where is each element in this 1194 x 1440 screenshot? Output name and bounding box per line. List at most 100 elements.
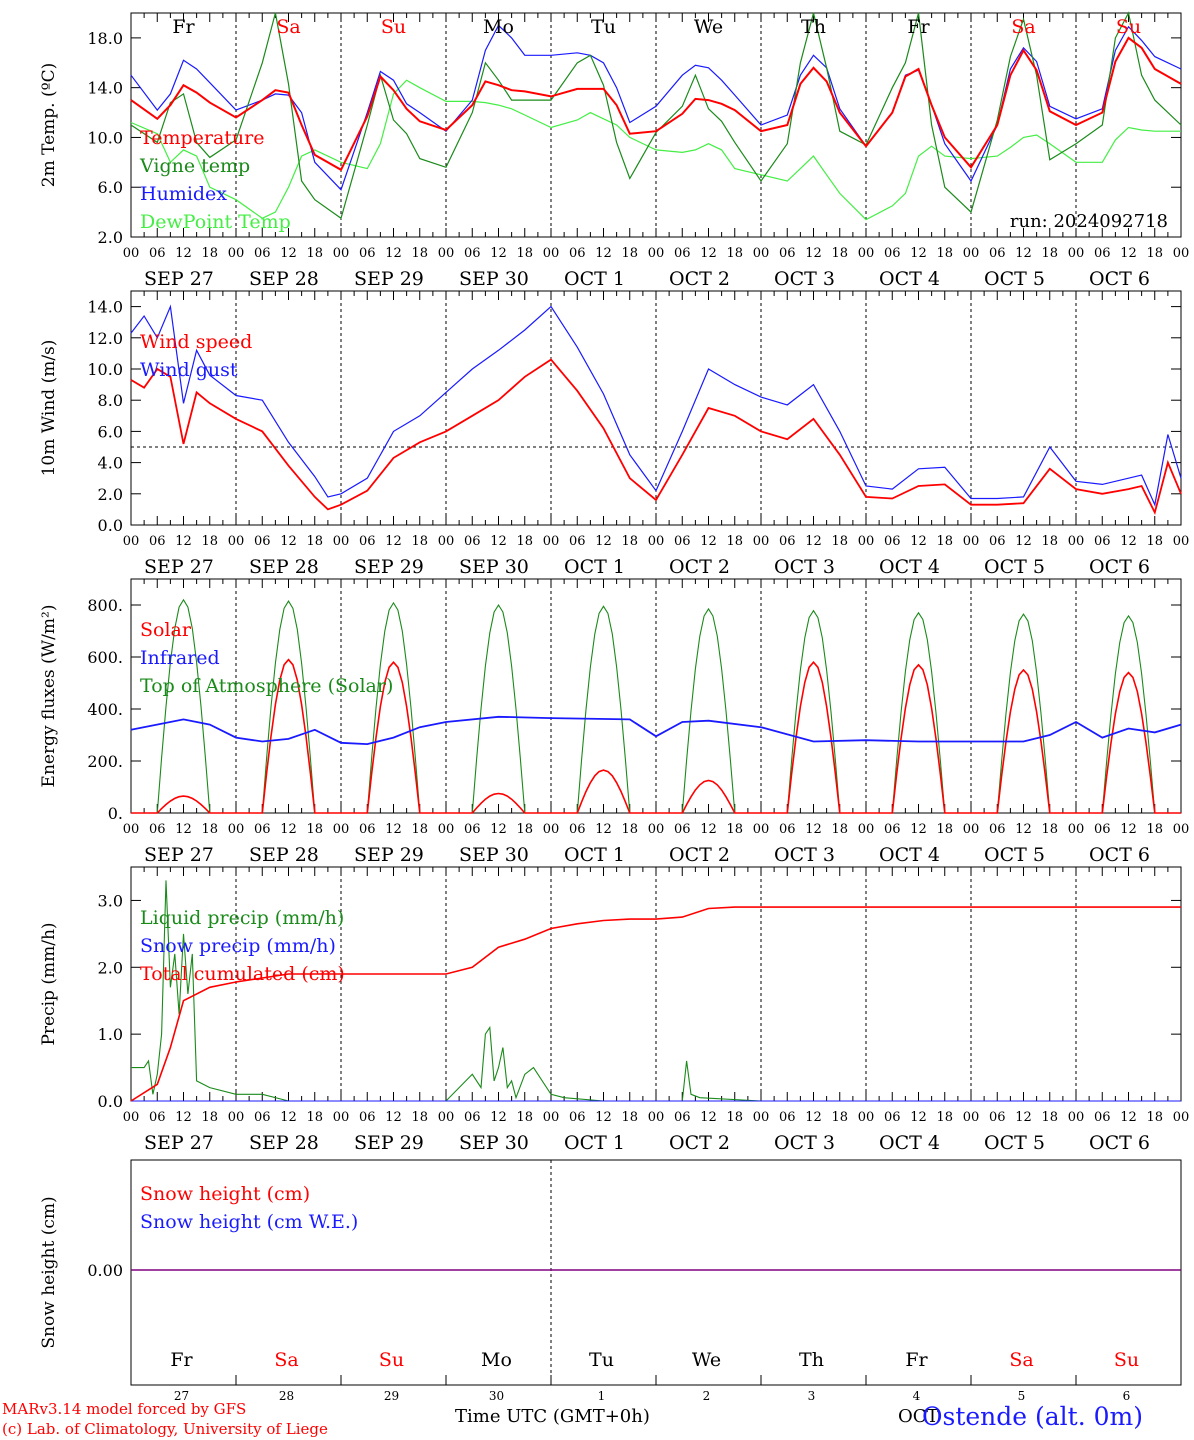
date-tick-label: SEP 27 xyxy=(144,1132,214,1154)
hour-tick-label: 00 xyxy=(648,534,665,549)
hour-tick-label: 00 xyxy=(333,1110,350,1125)
hour-tick-label: 18 xyxy=(621,534,638,549)
hour-tick-label: 06 xyxy=(254,1110,271,1125)
day-number-label: 2 xyxy=(703,1389,711,1403)
hour-tick-label: 12 xyxy=(385,1110,402,1125)
wind-y-axis-label: 10m Wind (m/s) xyxy=(39,340,59,477)
hour-tick-label: 18 xyxy=(831,1110,848,1125)
hour-tick-label: 12 xyxy=(280,534,297,549)
hour-tick-label: 00 xyxy=(228,822,245,837)
hour-tick-label: 06 xyxy=(989,822,1006,837)
legend-wind-gust: Wind gust xyxy=(140,359,238,381)
hour-tick-label: 18 xyxy=(831,534,848,549)
hour-tick-label: 00 xyxy=(1173,246,1190,261)
model-credit: MARv3.14 model forced by GFS xyxy=(2,1400,247,1418)
hour-tick-label: 06 xyxy=(254,822,271,837)
day-label: Th xyxy=(799,1349,824,1371)
day-label: Mo xyxy=(481,1349,512,1371)
date-tick-label: OCT 1 xyxy=(564,556,625,578)
hour-tick-label: 18 xyxy=(621,1110,638,1125)
day-label: Fr xyxy=(907,16,930,38)
date-tick-label: OCT 4 xyxy=(879,1132,940,1154)
y-tick-label: 6.0 xyxy=(98,178,123,197)
hour-tick-label: 18 xyxy=(936,1110,953,1125)
hour-tick-label: 12 xyxy=(805,1110,822,1125)
day-label: Mo xyxy=(483,16,514,38)
hour-tick-label: 00 xyxy=(648,246,665,261)
date-tick-label: OCT 6 xyxy=(1089,1132,1150,1154)
hour-tick-label: 12 xyxy=(1120,534,1137,549)
hour-tick-label: 06 xyxy=(254,534,271,549)
legend-solar: Solar xyxy=(140,619,192,641)
date-tick-label: OCT 2 xyxy=(669,556,730,578)
hour-tick-label: 12 xyxy=(700,246,717,261)
legend-total-cumulated-cm-: Total cumulated (cm) xyxy=(140,963,345,985)
temp-y-axis-label: 2m Temp. (ºC) xyxy=(39,63,59,188)
date-tick-label: OCT 2 xyxy=(669,268,730,290)
hour-tick-label: 00 xyxy=(543,822,560,837)
hour-tick-label: 06 xyxy=(674,1110,691,1125)
hour-tick-label: 12 xyxy=(805,246,822,261)
precip-time-axis xyxy=(130,867,1182,1101)
day-label: Su xyxy=(1114,1349,1139,1371)
date-tick-label: OCT 6 xyxy=(1089,844,1150,866)
day-number-label: 3 xyxy=(808,1389,816,1403)
series-humidex xyxy=(130,24,1182,191)
hour-tick-label: 18 xyxy=(411,1110,428,1125)
hour-tick-label: 18 xyxy=(1146,822,1163,837)
hour-tick-label: 00 xyxy=(438,1110,455,1125)
hour-tick-label: 12 xyxy=(280,1110,297,1125)
hour-tick-label: 00 xyxy=(123,534,140,549)
y-tick-label: 2.0 xyxy=(98,958,123,977)
hour-tick-label: 12 xyxy=(595,1110,612,1125)
hour-tick-label: 18 xyxy=(936,534,953,549)
hour-tick-label: 12 xyxy=(1120,1110,1137,1125)
hour-tick-label: 06 xyxy=(569,1110,586,1125)
hour-tick-label: 18 xyxy=(726,246,743,261)
y-tick-label: 2.0 xyxy=(98,228,123,247)
hour-tick-label: 00 xyxy=(333,246,350,261)
hour-tick-label: 06 xyxy=(359,822,376,837)
y-tick-label: 2.0 xyxy=(98,485,123,504)
hour-tick-label: 00 xyxy=(963,246,980,261)
hour-tick-label: 18 xyxy=(306,822,323,837)
hour-tick-label: 12 xyxy=(490,534,507,549)
hour-tick-label: 12 xyxy=(1015,246,1032,261)
date-tick-label: OCT 5 xyxy=(984,268,1045,290)
hour-tick-label: 06 xyxy=(464,1110,481,1125)
hour-tick-label: 12 xyxy=(280,822,297,837)
hour-tick-label: 00 xyxy=(1173,1110,1190,1125)
day-number-label: 1 xyxy=(598,1389,606,1403)
day-number-label: 6 xyxy=(1123,1389,1131,1403)
hour-tick-label: 06 xyxy=(674,822,691,837)
hour-tick-label: 12 xyxy=(1015,1110,1032,1125)
hour-tick-label: 12 xyxy=(910,822,927,837)
hour-tick-label: 06 xyxy=(1094,246,1111,261)
legend-vigne-temp: Vigne temp xyxy=(139,155,250,177)
hour-tick-label: 00 xyxy=(123,246,140,261)
hour-tick-label: 06 xyxy=(884,1110,901,1125)
hour-tick-label: 12 xyxy=(700,534,717,549)
hour-tick-label: 00 xyxy=(438,246,455,261)
hour-tick-label: 00 xyxy=(438,534,455,549)
hour-tick-label: 12 xyxy=(910,246,927,261)
hour-tick-label: 18 xyxy=(306,534,323,549)
hour-tick-label: 12 xyxy=(175,1110,192,1125)
date-tick-label: OCT 1 xyxy=(564,1132,625,1154)
y-tick-label: 200. xyxy=(87,752,123,771)
hour-tick-label: 00 xyxy=(858,246,875,261)
date-tick-label: OCT 1 xyxy=(564,844,625,866)
date-tick-label: SEP 27 xyxy=(144,556,214,578)
time-axis-title: Time UTC (GMT+0h) xyxy=(455,1406,650,1427)
hour-tick-label: 18 xyxy=(1146,1110,1163,1125)
day-label: Su xyxy=(1116,16,1141,38)
hour-tick-label: 06 xyxy=(149,534,166,549)
hour-tick-label: 06 xyxy=(569,534,586,549)
hour-tick-label: 18 xyxy=(1146,246,1163,261)
series-wind-gust xyxy=(130,304,1182,507)
series-total-cumulated-cm- xyxy=(130,906,1181,1102)
hour-tick-label: 00 xyxy=(123,1110,140,1125)
day-label: Sa xyxy=(276,16,300,38)
hour-tick-label: 18 xyxy=(201,246,218,261)
hour-tick-label: 06 xyxy=(254,246,271,261)
